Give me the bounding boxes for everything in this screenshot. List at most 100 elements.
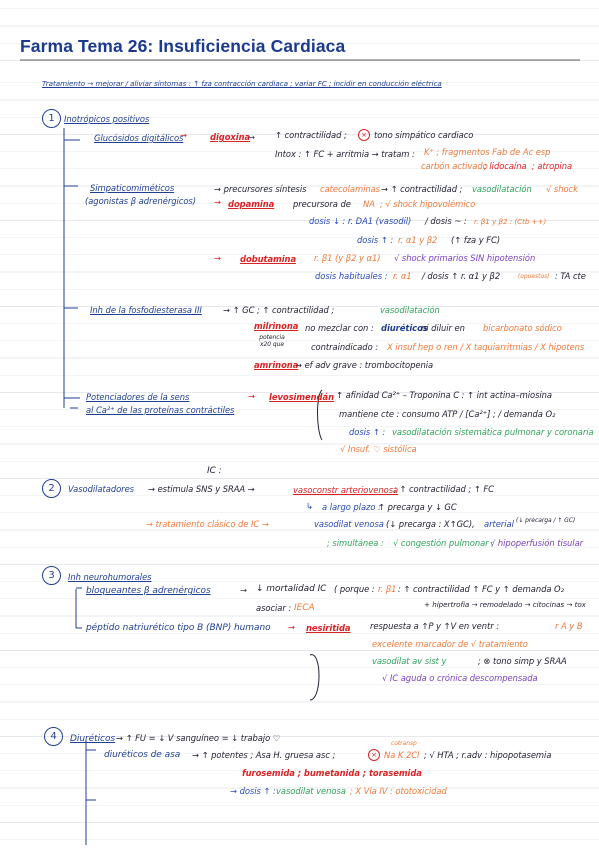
s3-resp-a: respuesta a ↑P y ↑V en ventr : (370, 621, 499, 631)
dobu-d: r. α1 (393, 271, 412, 281)
levo-b: mantiene cte : consumo ATP / [Ca²⁺] ; / … (339, 409, 556, 419)
mil-c: ni diluir en (421, 323, 465, 333)
section-4-number: 4 (44, 727, 63, 746)
s2-ic: IC : (207, 466, 222, 476)
s3-label: Inh neurohumorales (68, 572, 152, 582)
section-3-number: 3 (42, 566, 61, 585)
s3-ieca: IECA (294, 603, 315, 613)
dosis2-b: r. α1 y β2 (398, 235, 438, 245)
dobu-a: r. β1 (y β2 y α1) (314, 253, 381, 263)
glucosidos-label: Glucósidos digitálicos (94, 133, 184, 143)
nesiritida-label: nesiritida (306, 623, 351, 633)
glu-carbon: carbón activado (421, 161, 488, 171)
dopa-a: precursora de (293, 199, 351, 209)
sim-prec-b: catecolaminas (320, 184, 380, 194)
pot-label-a: Potenciadores de la sens (86, 392, 190, 402)
dobu-f: (opuestos) (518, 273, 550, 280)
pde-eff-a: → ↑ GC ; ↑ contractilidad ; (223, 305, 335, 315)
milrinona-label: milrinona (254, 321, 299, 331)
milrinona-sub: potencia x20 que (259, 334, 285, 348)
s1-heading: Inotrópicos positivos (64, 114, 150, 124)
s3-vaso-b: ; ⊗ tono simp y SRAA (478, 656, 567, 666)
contra-b: X insuf hep o ren / X taquiarritmias / X… (387, 342, 585, 352)
s4-asa-top: cotransp (391, 740, 417, 747)
s2-e-c: (↓ precarga : X↑GC), (386, 519, 475, 529)
s3-porque: ( porque : (334, 584, 375, 594)
s3-vaso-a: vasodilat av sist y (372, 656, 447, 666)
mil-a: no mezclar con : (305, 323, 374, 333)
s2-b: vasoconstr arteriovenosa (293, 485, 399, 495)
dosis1-c: r. β1 y β2 : (Ctb ++) (474, 217, 547, 226)
s3-asoc: asociar : (256, 603, 292, 613)
s4-asa-a: → ↑ potentes ; Asa H. gruesa asc ; (192, 750, 336, 760)
s2-c: ; ↑ contractilidad ; ↑ FC (394, 484, 494, 494)
s2-e-a: → tratamiento clásico de IC → (146, 519, 269, 529)
s4-dosis-a: → dosis ↑ : (230, 786, 276, 796)
s4-asa-c: ; √ HTA ; r.adv : hipopotasemia (424, 750, 552, 760)
s2-e-b: vasodilat venosa (314, 519, 384, 529)
pde-label: Inh de la fosfodiesterasa III (90, 305, 202, 315)
s4-dosis-c: ; X Vía IV : ototoxicidad (350, 786, 447, 796)
dobu-e: / dosis ↑ r. α1 y β2 (422, 271, 501, 281)
levo-c: dosis ↑ : (349, 427, 386, 437)
simpaticomimeticos-sub: (agonistas β adrenérgicos) (85, 196, 196, 206)
dosis2-c: (↑ fza y FC) (451, 235, 501, 245)
glu-atropina: ; atropina (532, 161, 573, 171)
s2-e-e: (↓ precarga / ↑ GC) (516, 517, 576, 524)
sim-prec-e: √ shock (546, 184, 578, 194)
pde-eff-b: vasodilatación (380, 305, 440, 315)
amrinona-label: amrinona (254, 360, 299, 370)
levo-a: ↑ afinidad Ca²⁺ – Troponina C : ↑ int ac… (336, 390, 552, 400)
dopa-b: NA (363, 199, 375, 209)
s3-resp-b: r A y B (555, 621, 583, 631)
glu-lidocaina: ; lidocaína (484, 161, 527, 171)
bnp-label: péptido natriurético tipo B (BNP) humano (86, 623, 271, 633)
dosis1-a: dosis ↓ : r. DA1 (vasodil) (309, 216, 412, 226)
asa-label: diuréticos de asa (104, 750, 181, 760)
dopamina-label: dopamina (228, 199, 275, 209)
intro-text: Tratamiento → mejorar / aliviar síntomas… (42, 79, 442, 88)
contra-a: contraindicado : (311, 342, 379, 352)
page-title: Farma Tema 26: Insuficiencia Cardiaca (20, 36, 346, 56)
s4-a: → ↑ FU = ↓ V sanguíneo = ↓ trabajo ♡ (116, 733, 281, 743)
sim-prec-d: vasodilatación (472, 184, 532, 194)
s3-mort: ↓ mortalidad IC (256, 584, 327, 594)
s2-f-c: √ hipoperfusión tisular (490, 538, 584, 548)
glu-effect-1: ↑ contractilidad ; (275, 130, 347, 140)
s3-b1-a: : ↑ contractilidad ↑ FC y ↑ demanda O₂ (398, 584, 564, 594)
s2-f-b: √ congestión pulmonar ; (393, 538, 495, 548)
betabloqueantes-label: bloqueantes β adrenérgicos (86, 586, 211, 596)
levosimendan-label: levosimendán (269, 392, 334, 402)
dobu-c: dosis habituales : (315, 271, 388, 281)
pot-label-b: al Ca²⁺ de las proteínas contráctiles (86, 405, 235, 415)
s2-f-a: ; simultánea : (327, 538, 384, 548)
amrinona-a: → ef adv grave : trombocitopenia (295, 360, 434, 370)
s3-ic: √ IC aguda o crónica descompensada (382, 673, 538, 683)
glu-k: K⁺ ; fragmentos Fab de Ac esp (424, 147, 551, 157)
s2-a: → estimula SNS y SRAA → (148, 484, 255, 494)
sim-prec-a: → precursores síntesis (214, 184, 307, 194)
s2-d-a: a largo plazo : (322, 502, 381, 512)
diureticos-label: Diuréticos (70, 734, 116, 744)
dobu-b: √ shock primarios SIN hipotensión (394, 253, 536, 263)
digoxina-label: digoxina (210, 132, 251, 142)
levo-d: vasodilatación sistemática pulmonar y co… (392, 427, 594, 437)
section-1-number: 1 (42, 109, 61, 128)
s4-furo: furosemida ; bumetanida ; torasemida (242, 768, 422, 778)
section-2-number: 2 (42, 479, 61, 498)
dopa-c: ; √ shock hipovolémico (380, 199, 476, 209)
s2-e-d: arterial (484, 519, 514, 529)
s4-asa-b: Na K 2Cl (384, 750, 420, 760)
mil-b: diuréticos (381, 323, 428, 333)
simpaticomimeticos-label: Simpaticomiméticos (90, 183, 175, 193)
sim-prec-c: → ↑ contractilidad ; (381, 184, 463, 194)
glu-intox: Intox : ↑ FC + arritmia → tratam : (275, 149, 415, 159)
dobu-g: : TA cte (555, 271, 586, 281)
s3-b1: r. β1 (378, 584, 397, 594)
s2-d-b: ↑ precarga y ↓ GC (378, 502, 457, 512)
s3-hiper: + hipertrofia → remodelado → citocinas →… (424, 600, 586, 609)
dosis2-a: dosis ↑ : (357, 235, 394, 245)
glu-effect-2: tono simpático cardiaco (374, 130, 474, 140)
